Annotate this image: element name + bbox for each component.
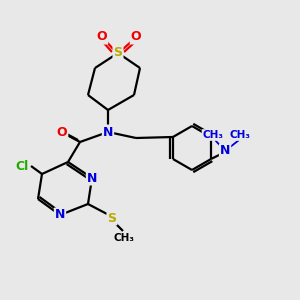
Text: N: N [103, 125, 113, 139]
Text: Cl: Cl [15, 160, 28, 173]
Text: S: S [107, 212, 116, 224]
Text: N: N [220, 145, 230, 158]
Text: CH₃: CH₃ [202, 130, 224, 140]
Text: N: N [55, 208, 65, 221]
Text: O: O [131, 31, 141, 44]
Text: S: S [113, 46, 122, 59]
Text: N: N [87, 172, 97, 184]
Text: CH₃: CH₃ [230, 130, 250, 140]
Text: O: O [97, 31, 107, 44]
Text: CH₃: CH₃ [113, 233, 134, 243]
Text: O: O [57, 125, 67, 139]
